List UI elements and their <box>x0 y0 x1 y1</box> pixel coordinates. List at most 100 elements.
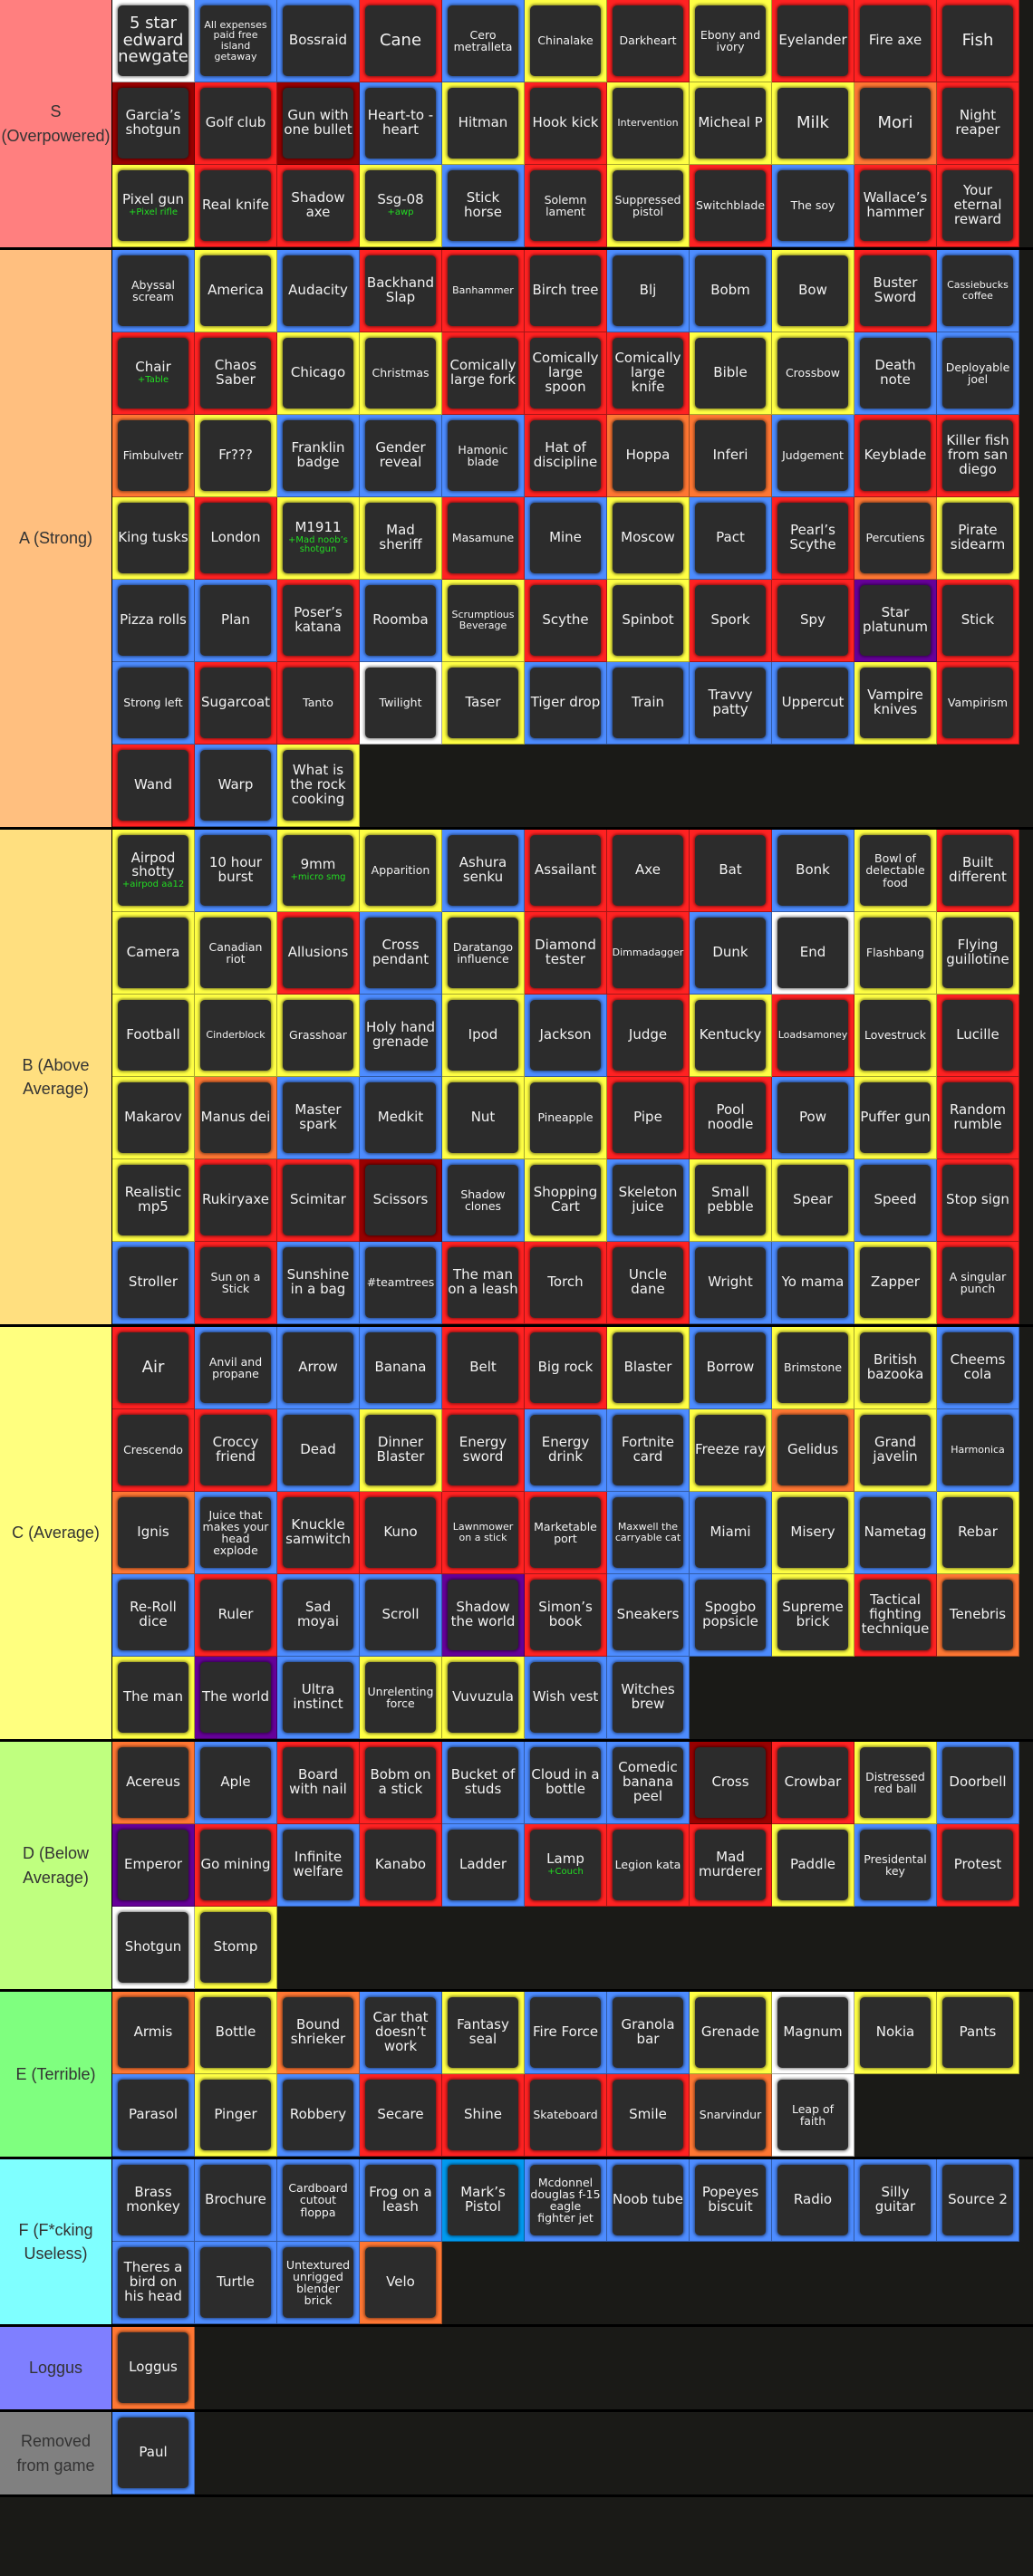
tier-item-tile[interactable]: Moscow <box>607 497 690 580</box>
tier-item-tile[interactable]: Inferi <box>690 415 772 497</box>
tier-item-tile[interactable]: Christmas <box>360 332 442 415</box>
tier-item-tile[interactable]: Silly guitar <box>854 2159 937 2242</box>
tier-item-tile[interactable]: Banhammer <box>442 250 525 332</box>
tier-item-tile[interactable]: Loadsamoney <box>772 995 854 1077</box>
tier-item-tile[interactable]: The man on a leash <box>442 1242 525 1324</box>
tier-item-tile[interactable]: Pact <box>690 497 772 580</box>
tier-item-tile[interactable]: Switchblade <box>690 165 772 247</box>
tier-item-tile[interactable]: Simon’s book <box>525 1574 607 1657</box>
tier-item-tile[interactable]: Pizza rolls <box>112 580 195 662</box>
tier-item-tile[interactable]: Tenebris <box>937 1574 1019 1657</box>
tier-item-tile[interactable]: Ashura senku <box>442 830 525 912</box>
tier-item-tile[interactable]: Paddle <box>772 1824 854 1907</box>
tier-item-tile[interactable]: Pinger <box>195 2074 277 2157</box>
tier-item-tile[interactable]: Masamune <box>442 497 525 580</box>
tier-item-tile[interactable]: Croccy friend <box>195 1409 277 1492</box>
tier-item-tile[interactable]: Distressed red ball <box>854 1742 937 1824</box>
tier-item-tile[interactable]: Loggus <box>112 2327 195 2409</box>
tier-item-tile[interactable]: Ebony and ivory <box>690 0 772 82</box>
tier-item-tile[interactable]: Presidental key <box>854 1824 937 1907</box>
tier-item-tile[interactable]: Vampire knives <box>854 662 937 745</box>
tier-item-tile[interactable]: Wand <box>112 745 195 827</box>
tier-item-tile[interactable]: Chair +Table <box>112 332 195 415</box>
tier-item-tile[interactable]: Hook kick <box>525 82 607 165</box>
tier-item-tile[interactable]: Vuvuzula <box>442 1657 525 1739</box>
tier-item-tile[interactable]: Scimitar <box>277 1159 360 1242</box>
tier-item-tile[interactable]: Allusions <box>277 912 360 995</box>
tier-item-tile[interactable]: Ultra instinct <box>277 1657 360 1739</box>
tier-label[interactable]: Removed from game <box>0 2412 112 2494</box>
tier-item-tile[interactable]: Blj <box>607 250 690 332</box>
tier-item-tile[interactable]: Fire Force <box>525 1992 607 2074</box>
tier-item-tile[interactable]: Nokia <box>854 1992 937 2074</box>
tier-item-tile[interactable]: #teamtrees <box>360 1242 442 1324</box>
tier-item-tile[interactable]: Garcia’s shotgun <box>112 82 195 165</box>
tier-item-tile[interactable]: Franklin badge <box>277 415 360 497</box>
tier-item-tile[interactable]: Witches brew <box>607 1657 690 1739</box>
tier-item-tile[interactable]: Shopping Cart <box>525 1159 607 1242</box>
tier-label[interactable]: S (Overpowered) <box>0 0 112 247</box>
tier-item-tile[interactable]: Spy <box>772 580 854 662</box>
tier-item-tile[interactable]: Tanto <box>277 662 360 745</box>
tier-item-tile[interactable]: Secare <box>360 2074 442 2157</box>
tier-item-tile[interactable]: Twilight <box>360 662 442 745</box>
tier-item-tile[interactable]: Ruler <box>195 1574 277 1657</box>
tier-item-tile[interactable]: Random rumble <box>937 1077 1019 1159</box>
tier-item-tile[interactable]: Sunshine in a bag <box>277 1242 360 1324</box>
tier-item-tile[interactable]: Death note <box>854 332 937 415</box>
tier-item-tile[interactable]: Kentucky <box>690 995 772 1077</box>
tier-item-tile[interactable]: Theres a bird on his head <box>112 2242 195 2324</box>
tier-item-tile[interactable]: Maxwell the carryable cat <box>607 1492 690 1574</box>
tier-item-tile[interactable]: Pool noodle <box>690 1077 772 1159</box>
tier-item-tile[interactable]: Car that doesn’t work <box>360 1992 442 2074</box>
tier-item-tile[interactable]: Hat of discipline <box>525 415 607 497</box>
tier-item-tile[interactable]: Zapper <box>854 1242 937 1324</box>
tier-item-tile[interactable]: Smile <box>607 2074 690 2157</box>
tier-item-tile[interactable]: Mcdonnel douglas f-15 eagle fighter jet <box>525 2159 607 2242</box>
tier-item-tile[interactable]: Yo mama <box>772 1242 854 1324</box>
tier-item-tile[interactable]: Pow <box>772 1077 854 1159</box>
tier-item-tile[interactable]: Stomp <box>195 1907 277 1989</box>
tier-item-tile[interactable]: Robbery <box>277 2074 360 2157</box>
tier-item-tile[interactable]: Lucille <box>937 995 1019 1077</box>
tier-item-tile[interactable]: 10 hour burst <box>195 830 277 912</box>
tier-label[interactable]: E (Terrible) <box>0 1992 112 2157</box>
tier-item-tile[interactable]: Flying guillotine <box>937 912 1019 995</box>
tier-item-tile[interactable]: Re-Roll dice <box>112 1574 195 1657</box>
tier-item-tile[interactable]: Comically large fork <box>442 332 525 415</box>
tier-item-tile[interactable]: Dinner Blaster <box>360 1409 442 1492</box>
tier-item-tile[interactable]: Bowl of delectable food <box>854 830 937 912</box>
tier-item-tile[interactable]: Lamp +Couch <box>525 1824 607 1907</box>
tier-item-tile[interactable]: Lovestruck <box>854 995 937 1077</box>
tier-item-tile[interactable]: Granola bar <box>607 1992 690 2074</box>
tier-item-tile[interactable]: Blaster <box>607 1327 690 1409</box>
tier-item-tile[interactable]: Suppressed pistol <box>607 165 690 247</box>
tier-item-tile[interactable]: Parasol <box>112 2074 195 2157</box>
tier-item-tile[interactable]: Cheems cola <box>937 1327 1019 1409</box>
tier-item-tile[interactable]: Your eternal reward <box>937 165 1019 247</box>
tier-item-tile[interactable]: Cinderblock <box>195 995 277 1077</box>
tier-item-tile[interactable]: Pirate sidearm <box>937 497 1019 580</box>
tier-item-tile[interactable]: Cane <box>360 0 442 82</box>
tier-item-tile[interactable]: Leap of faith <box>772 2074 854 2157</box>
tier-item-tile[interactable]: Sneakers <box>607 1574 690 1657</box>
tier-item-tile[interactable]: Brass monkey <box>112 2159 195 2242</box>
tier-item-tile[interactable]: Sad moyai <box>277 1574 360 1657</box>
tier-label[interactable]: Loggus <box>0 2327 112 2409</box>
tier-item-tile[interactable]: Chicago <box>277 332 360 415</box>
tier-item-tile[interactable]: Chinalake <box>525 0 607 82</box>
tier-item-tile[interactable]: Shotgun <box>112 1907 195 1989</box>
tier-item-tile[interactable]: Nametag <box>854 1492 937 1574</box>
tier-item-tile[interactable]: Dunk <box>690 912 772 995</box>
tier-item-tile[interactable]: Skeleton juice <box>607 1159 690 1242</box>
tier-item-tile[interactable]: Air <box>112 1327 195 1409</box>
tier-item-tile[interactable]: Scroll <box>360 1574 442 1657</box>
tier-item-tile[interactable]: Manus dei <box>195 1077 277 1159</box>
tier-item-tile[interactable]: Crescendo <box>112 1409 195 1492</box>
tier-item-tile[interactable]: Kuno <box>360 1492 442 1574</box>
tier-item-tile[interactable]: Warp <box>195 745 277 827</box>
tier-item-tile[interactable]: Spogbo popsicle <box>690 1574 772 1657</box>
tier-item-tile[interactable]: Spinbot <box>607 580 690 662</box>
tier-item-tile[interactable]: Small pebble <box>690 1159 772 1242</box>
tier-item-tile[interactable]: Travvy patty <box>690 662 772 745</box>
